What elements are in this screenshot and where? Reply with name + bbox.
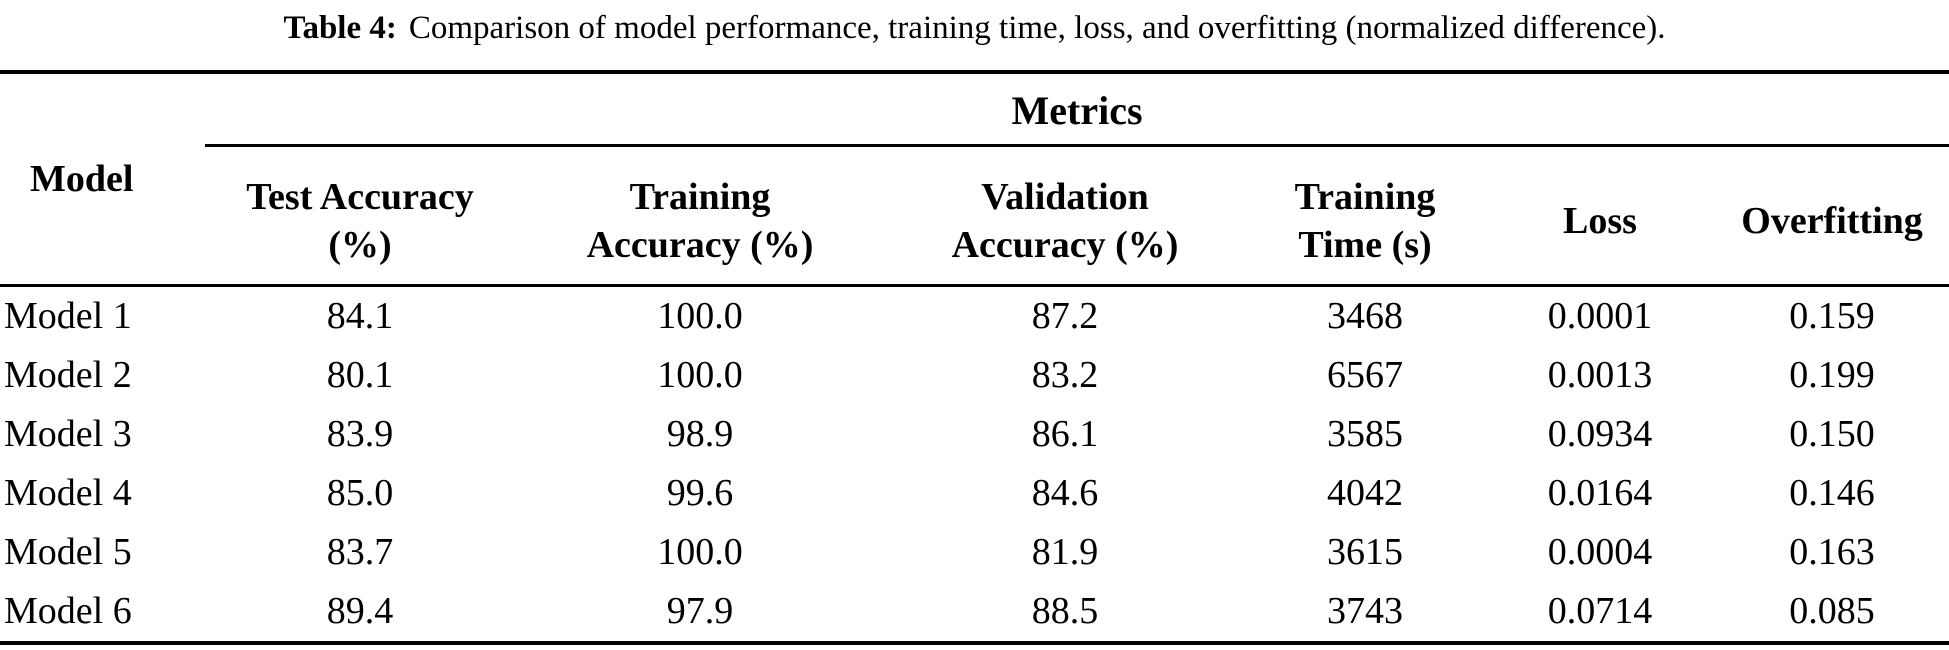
table-row-model-2: Model 2 80.1 100.0 83.2 6567 0.0013 0.19… [0,346,1949,405]
cell-loss: 0.0164 [1547,471,1653,514]
cell-loss: 0.0004 [1547,530,1653,573]
cell-overfitting: 0.146 [1789,471,1875,514]
cell-overfitting: 0.085 [1789,589,1875,632]
cell-training-accuracy: 99.6 [666,471,734,514]
results-table: Model Metrics Test Accuracy (%) Training… [0,70,1949,645]
cell-loss: 0.0013 [1547,353,1653,396]
table-row-model-4: Model 4 85.0 99.6 84.6 4042 0.0164 0.146 [0,464,1949,523]
table-caption: Table 4: Comparison of model performance,… [0,6,1949,50]
header-cell-training-accuracy: Training Accuracy (%) [515,145,885,287]
cell-training-accuracy: 100.0 [657,530,743,573]
header-label-overfitting: Overfitting [1741,200,1923,242]
header-label-test-accuracy-line1: Test Accuracy [246,176,474,218]
header-label-loss: Loss [1563,200,1637,242]
cell-loss: 0.0934 [1547,412,1653,455]
cell-loss: 0.0001 [1547,294,1653,337]
header-label-training-accuracy-line1: Training [629,176,771,218]
sub-header-row: Test Accuracy (%) Training Accuracy (%) … [0,145,1949,287]
cell-training-time: 3585 [1327,412,1403,455]
cell-overfitting: 0.199 [1789,353,1875,396]
header-label-metrics: Metrics [1011,88,1143,134]
cell-test-accuracy: 83.7 [326,530,394,573]
cell-test-accuracy: 89.4 [326,589,394,632]
cell-training-time: 3468 [1327,294,1403,337]
header-label-training-time-line2: Time (s) [1298,224,1432,266]
table-row-model-3: Model 3 83.9 98.9 86.1 3585 0.0934 0.150 [0,405,1949,464]
cell-loss: 0.0714 [1547,589,1653,632]
cell-validation-accuracy: 88.5 [1031,589,1099,632]
cell-training-time: 6567 [1327,353,1403,396]
header-cell-overfitting: Overfitting [1715,145,1949,287]
cell-validation-accuracy: 83.2 [1031,353,1099,396]
header-cell-training-time: Training Time (s) [1245,145,1485,287]
cell-training-time: 3743 [1327,589,1403,632]
cell-training-accuracy: 97.9 [666,589,734,632]
table-caption-label: Table 4: [283,10,397,46]
cell-model-name: Model 3 [4,412,132,455]
table-row-model-5: Model 5 83.7 100.0 81.9 3615 0.0004 0.16… [0,523,1949,582]
cell-training-time: 3615 [1327,530,1403,573]
cell-overfitting: 0.150 [1789,412,1875,455]
table-header: Model Metrics Test Accuracy (%) Training… [0,72,1949,287]
header-cell-metrics-group: Metrics [205,72,1949,147]
table-body: Model 1 84.1 100.0 87.2 3468 0.0001 0.15… [0,285,1949,643]
cell-validation-accuracy: 81.9 [1031,530,1099,573]
cell-model-name: Model 2 [4,353,132,396]
cell-test-accuracy: 85.0 [326,471,394,514]
table-row-model-1: Model 1 84.1 100.0 87.2 3468 0.0001 0.15… [0,285,1949,346]
header-label-test-accuracy-line2: (%) [328,224,392,266]
header-label-validation-accuracy-line2: Accuracy (%) [951,224,1179,266]
header-label-training-time-line1: Training [1294,176,1436,218]
cell-training-time: 4042 [1327,471,1403,514]
header-cell-model: Model [0,72,205,287]
cell-training-accuracy: 100.0 [657,294,743,337]
header-label-model: Model [30,157,134,200]
table-caption-text: Comparison of model performance, trainin… [408,10,1666,46]
cell-validation-accuracy: 87.2 [1031,294,1099,337]
header-label-validation-accuracy-line1: Validation [981,176,1149,218]
cell-training-accuracy: 98.9 [666,412,734,455]
group-header-row: Model Metrics [0,72,1949,287]
cell-model-name: Model 6 [4,589,132,632]
cell-overfitting: 0.159 [1789,294,1875,337]
cell-model-name: Model 4 [4,471,132,514]
cell-validation-accuracy: 84.6 [1031,471,1099,514]
header-cell-loss: Loss [1485,145,1715,287]
table-row-model-6: Model 6 89.4 97.9 88.5 3743 0.0714 0.085 [0,582,1949,643]
cell-training-accuracy: 100.0 [657,353,743,396]
cell-validation-accuracy: 86.1 [1031,412,1099,455]
header-cell-test-accuracy: Test Accuracy (%) [205,145,515,287]
cell-test-accuracy: 84.1 [326,294,394,337]
cell-model-name: Model 5 [4,530,132,573]
header-label-training-accuracy-line2: Accuracy (%) [586,224,814,266]
cell-test-accuracy: 83.9 [326,412,394,455]
cell-model-name: Model 1 [4,294,132,337]
cell-overfitting: 0.163 [1789,530,1875,573]
cell-test-accuracy: 80.1 [326,353,394,396]
header-cell-validation-accuracy: Validation Accuracy (%) [885,145,1245,287]
